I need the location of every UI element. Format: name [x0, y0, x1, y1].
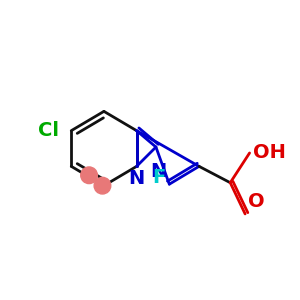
Circle shape	[94, 177, 111, 194]
Text: Cl: Cl	[38, 121, 59, 140]
Text: O: O	[248, 192, 265, 211]
Text: F: F	[152, 168, 166, 187]
Text: OH: OH	[253, 143, 285, 163]
Text: N: N	[128, 169, 145, 188]
Circle shape	[81, 167, 98, 184]
Text: N: N	[150, 162, 166, 181]
